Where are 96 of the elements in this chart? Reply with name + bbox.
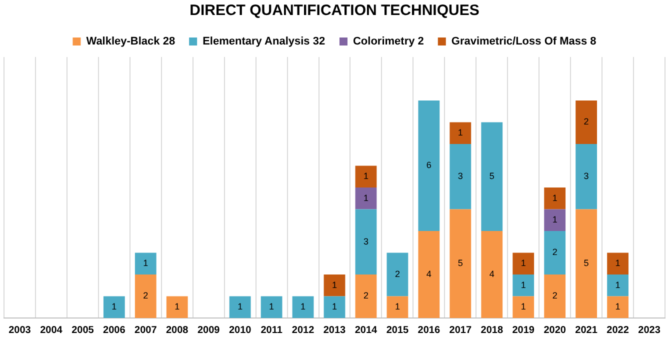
data-label: 6	[426, 160, 432, 170]
data-label: 4	[489, 268, 494, 279]
bar	[450, 144, 472, 210]
bar	[166, 296, 188, 318]
bar	[292, 296, 314, 318]
data-label: 1	[520, 258, 526, 268]
bar	[481, 122, 503, 231]
data-label: 1	[332, 280, 338, 290]
data-label: 1	[458, 128, 463, 138]
x-tick-label: 2012	[292, 324, 315, 336]
data-label: 1	[238, 302, 243, 312]
data-label: 2	[584, 116, 589, 127]
data-label: 1	[615, 258, 620, 268]
bar	[544, 274, 566, 318]
x-tick-label: 2013	[323, 324, 346, 336]
data-label: 5	[458, 258, 463, 268]
bar	[260, 296, 282, 318]
x-tick-label: 2007	[134, 324, 158, 336]
bar	[576, 144, 598, 210]
x-tick-label: 2010	[228, 324, 252, 336]
x-tick-label: 2016	[418, 324, 440, 336]
legend-label: Gravimetric/Loss Of Mass 8	[451, 36, 596, 48]
bar	[450, 209, 472, 318]
data-label: 1	[520, 280, 526, 290]
data-label: 5	[489, 171, 494, 182]
bar	[103, 296, 125, 318]
bar	[607, 296, 628, 318]
data-label: 1	[143, 258, 148, 268]
data-label: 1	[174, 302, 180, 312]
data-label: 4	[426, 268, 432, 279]
bar	[386, 252, 408, 296]
x-tick-label: 2009	[197, 324, 220, 336]
bar	[481, 231, 503, 318]
data-label: 3	[584, 171, 589, 182]
bar	[324, 296, 346, 318]
x-tick-label: 2023	[638, 324, 661, 336]
bar	[544, 188, 566, 210]
bar	[355, 188, 377, 210]
bar	[134, 274, 156, 318]
x-tick-label: 2014	[354, 324, 378, 336]
data-label: 5	[584, 258, 589, 268]
legend-label: Walkley-Black 28	[86, 36, 176, 48]
data-label: 3	[363, 236, 368, 246]
data-label: 2	[143, 290, 148, 301]
bar	[355, 209, 377, 274]
data-label: 1	[394, 302, 400, 312]
bar	[386, 296, 408, 318]
data-label: 2	[552, 247, 558, 258]
bar	[324, 274, 346, 296]
bar	[607, 252, 628, 274]
data-label: 1	[552, 214, 558, 225]
data-label: 1	[112, 302, 117, 312]
x-tick-label: 2005	[72, 324, 94, 336]
bar	[607, 274, 628, 296]
chart-title: DIRECT QUANTIFICATION TECHNIQUES	[190, 2, 480, 20]
data-label: 1	[332, 302, 338, 312]
data-label: 3	[458, 171, 463, 182]
data-label: 1	[363, 171, 368, 182]
bar	[544, 231, 566, 274]
x-tick-label: 2008	[166, 324, 189, 336]
data-label: 2	[363, 290, 368, 301]
x-tick-label: 2019	[512, 324, 535, 336]
x-tick-label: 2003	[8, 324, 32, 336]
data-label: 2	[552, 290, 558, 301]
x-tick-label: 2022	[606, 324, 630, 336]
x-tick-label: 2017	[449, 324, 472, 336]
bar	[512, 296, 534, 318]
data-label: 1	[363, 192, 368, 203]
bar	[355, 274, 377, 318]
x-tick-label: 2018	[480, 324, 504, 336]
x-tick-label: 2015	[386, 324, 410, 336]
data-label: 2	[394, 268, 400, 279]
data-label: 1	[300, 302, 306, 312]
legend-label: Colorimetry 2	[352, 36, 424, 48]
x-tick-label: 2021	[575, 324, 598, 336]
bar	[576, 100, 598, 144]
bar	[134, 252, 156, 274]
data-label: 1	[552, 192, 558, 203]
bar	[512, 252, 534, 274]
bar	[418, 231, 440, 318]
data-label: 1	[269, 302, 274, 312]
x-tick-label: 2020	[544, 324, 566, 336]
x-tick-label: 2004	[40, 324, 63, 336]
data-label: 1	[615, 280, 620, 290]
bar	[229, 296, 251, 318]
bar	[418, 100, 440, 231]
bar	[544, 209, 566, 231]
data-label: 1	[615, 302, 620, 312]
bar	[450, 122, 472, 144]
x-tick-label: 2006	[103, 324, 126, 336]
data-label: 1	[520, 302, 526, 312]
bar	[576, 209, 598, 318]
bar	[355, 166, 377, 188]
bar	[512, 274, 534, 296]
x-tick-label: 2011	[260, 324, 283, 336]
legend-label: Elementary Analysis 32	[202, 36, 326, 48]
